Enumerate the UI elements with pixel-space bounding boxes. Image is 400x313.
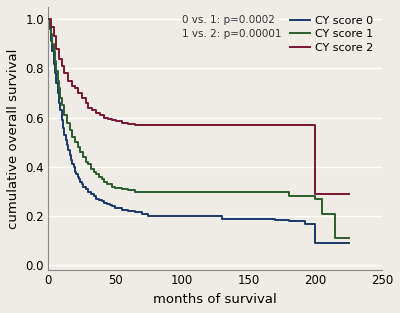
CY score 2 xyxy=(233,123,238,127)
CY score 2 xyxy=(98,113,103,117)
CY score 0 xyxy=(240,217,244,221)
CY score 2 xyxy=(119,121,124,125)
CY score 2 xyxy=(340,192,344,196)
CY score 1 xyxy=(340,236,344,240)
CY score 1 xyxy=(333,236,338,240)
CY score 2 xyxy=(306,123,311,127)
CY score 1 xyxy=(346,236,351,240)
CY score 0 xyxy=(46,18,51,21)
CY score 2 xyxy=(246,123,251,127)
CY score 2 xyxy=(179,123,184,127)
CY score 2 xyxy=(301,123,306,127)
CY score 0 xyxy=(320,241,324,245)
CY score 2 xyxy=(51,35,56,38)
CY score 2 xyxy=(153,123,158,127)
CY score 2 xyxy=(90,108,95,112)
CY score 2 xyxy=(193,123,198,127)
CY score 1 xyxy=(46,18,51,21)
CY score 2 xyxy=(133,123,138,127)
CY score 0 xyxy=(52,72,57,75)
CY score 2 xyxy=(83,101,88,105)
CY score 0 xyxy=(313,241,318,245)
CY score 0 xyxy=(72,170,77,174)
CY score 1 xyxy=(54,69,59,73)
CY score 2 xyxy=(106,117,111,121)
CY score 2 xyxy=(46,18,51,21)
CY score 2 xyxy=(346,192,351,196)
CY score 2 xyxy=(166,123,171,127)
CY score 1 xyxy=(86,163,91,167)
CY score 2 xyxy=(70,84,75,88)
CY score 0 xyxy=(86,190,91,193)
CY score 2 xyxy=(300,123,304,127)
CY score 2 xyxy=(56,57,61,60)
Text: 0 vs. 1: p=0.0002
1 vs. 2: p=0.00001: 0 vs. 1: p=0.0002 1 vs. 2: p=0.00001 xyxy=(182,15,281,39)
CY score 2 xyxy=(110,118,115,122)
CY score 2 xyxy=(86,106,91,110)
CY score 1 xyxy=(67,128,72,132)
CY score 2 xyxy=(286,123,291,127)
CY score 2 xyxy=(79,96,84,100)
CY score 2 xyxy=(48,25,53,28)
Line: CY score 1: CY score 1 xyxy=(48,19,348,238)
CY score 2 xyxy=(114,120,119,123)
Line: CY score 0: CY score 0 xyxy=(48,19,348,243)
X-axis label: months of survival: months of survival xyxy=(153,293,277,306)
CY score 2 xyxy=(94,111,99,115)
CY score 2 xyxy=(333,192,338,196)
CY score 2 xyxy=(75,91,80,95)
CY score 2 xyxy=(273,123,278,127)
CY score 2 xyxy=(59,64,64,68)
Line: CY score 2: CY score 2 xyxy=(48,19,348,194)
CY score 1 xyxy=(306,195,311,198)
CY score 2 xyxy=(260,123,264,127)
CY score 2 xyxy=(313,192,318,196)
CY score 2 xyxy=(219,123,224,127)
CY score 2 xyxy=(66,79,71,83)
CY score 2 xyxy=(326,192,331,196)
CY score 2 xyxy=(206,123,211,127)
CY score 2 xyxy=(293,123,298,127)
CY score 0 xyxy=(346,241,351,245)
Y-axis label: cumulative overall survival: cumulative overall survival xyxy=(7,49,20,229)
CY score 2 xyxy=(72,86,77,90)
CY score 2 xyxy=(54,47,59,51)
CY score 2 xyxy=(139,123,144,127)
CY score 2 xyxy=(62,72,67,75)
CY score 0 xyxy=(67,153,72,156)
CY score 2 xyxy=(102,116,107,120)
CY score 2 xyxy=(126,122,131,126)
Legend: CY score 0, CY score 1, CY score 2: CY score 0, CY score 1, CY score 2 xyxy=(287,13,376,56)
CY score 1 xyxy=(59,104,64,107)
